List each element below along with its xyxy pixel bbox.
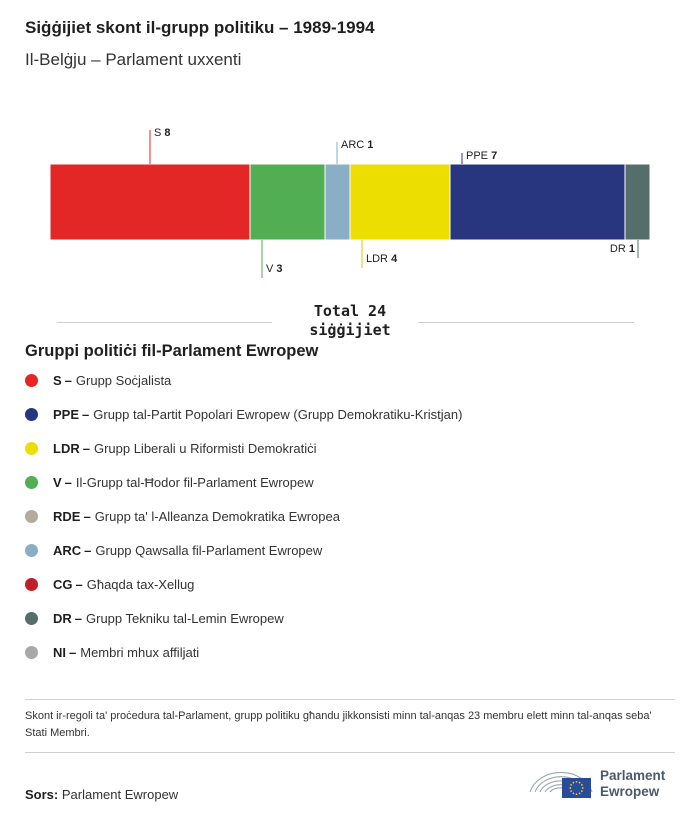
legend-name: Il-Grupp tal-Ħodor fil-Parlament Ewropew [75,474,314,490]
legend-item-s: S – Grupp Soċjalista [25,370,171,390]
star-icon [570,790,572,792]
legend-separator: – [69,644,77,660]
legend-item-cg: CG – Għaqda tax-Xellug [25,574,194,594]
legend-abbr: ARC [53,542,82,558]
source-label: Sors: [25,787,59,802]
legend-abbr: RDE [53,508,81,524]
legend-name: Grupp ta' l-Alleanza Demokratika Ewropea [94,508,340,524]
legend-item-ppe: PPE – Grupp tal-Partit Popolari Ewropew (G… [25,404,462,424]
legend-item-dr: DR – Grupp Tekniku tal-Lemin Ewropew [25,608,284,628]
source: Sors: Parlament Ewropew [25,787,178,802]
total-divider-left [57,322,272,323]
legend-swatch-cg [25,577,38,591]
data-label-arc: ARC 1 [341,139,373,151]
legend-separator: – [64,474,72,490]
data-label-ldr: LDR 4 [366,253,398,265]
star-icon [581,784,583,786]
legend-swatch-arc [25,543,38,557]
star-icon [578,781,581,784]
data-label-v: V 3 [266,263,283,275]
stacked-bar-chart: S 8 V 3 ARC 1 LDR 4 PPE 7 DR 1 [49,127,651,278]
legend-swatch-rde [25,509,38,523]
bar-segment-ldr [349,163,451,241]
legend-abbr: DR [53,610,72,626]
legend-item-arc: ARC – Grupp Qawsalla fil-Parlament Ewropew [25,540,322,560]
star-icon [575,780,578,783]
legend-abbr: S [53,372,62,388]
legend-item-ni: NI – Membri mhux affiljati [25,642,199,662]
star-icon [578,792,581,795]
legend-swatch-ldr [25,441,38,455]
total-seats-count: Total 24 [313,302,387,320]
legend-separator: – [82,406,90,422]
legend-separator: – [74,610,83,626]
bar-segment-v [249,163,326,241]
legend-name: Għaqda tax-Xellug [86,576,195,592]
legend-separator: – [83,508,91,524]
legend-swatch-ni [25,645,38,659]
star-icon [581,790,583,792]
legend-swatch-v [25,475,38,489]
legend-abbr: NI [53,644,66,660]
star-icon [570,784,572,786]
star-icon [572,792,575,795]
bar-segment-arc [324,163,351,241]
divider [25,752,675,753]
eu-flag-icon [562,778,591,798]
total-seats-unit: siġġijiet [309,321,391,339]
bar-segment-ppe [449,163,626,241]
legend-name: Membri mhux affiljati [80,644,200,660]
star-icon [569,787,572,789]
logo-line-2: Ewropew [600,784,660,799]
legend-title: Gruppi politiċi fil-Parlament Ewropew [25,342,319,360]
chart-subtitle: Il-Belġju – Parlament uxxenti [25,50,242,69]
logo-text: Parlament Ewropew [600,768,665,800]
legend-separator: – [64,372,72,388]
legend-swatch-dr [25,611,38,625]
data-label-ppe: PPE 7 [466,150,497,162]
legend-abbr: V [53,474,62,490]
european-parliament-logo [529,771,593,798]
logo-line-1: Parlament [600,768,666,783]
legend-separator: – [75,576,83,592]
divider [25,699,675,700]
legend-item-ldr: LDR – Grupp Liberali u Riformisti Demokrat… [25,438,316,458]
source-text: Parlament Ewropew [61,787,179,802]
legend-name: Grupp Tekniku tal-Lemin Ewropew [86,610,284,626]
data-label-s: S 8 [154,127,171,139]
legend-name: Grupp Soċjalista [75,372,172,388]
star-icon [572,781,575,784]
legend-name: Grupp Liberali u Riformisti Demokratiċi [93,440,317,456]
legend-separator: – [84,542,92,558]
bar-segment-s [49,163,251,241]
legend-name: Grupp tal-Partit Popolari Ewropew (Grupp… [93,406,463,422]
legend-abbr: CG [53,576,73,592]
total-divider-right [418,322,634,323]
bar-segment-dr [624,163,651,241]
legend-item-rde: RDE – Grupp ta' l-Alleanza Demokratika Ewr… [25,506,340,526]
legend-abbr: PPE [53,406,80,422]
chart-title: Siġġijiet skont il-grupp politiku – 1989… [25,18,375,37]
legend-swatch-ppe [25,407,38,421]
legend-item-v: V – Il-Grupp tal-Ħodor fil-Parlament Ewrop… [25,472,314,492]
total-seats-label: Total 24 siġġijiet [272,302,428,340]
legend-separator: – [82,440,90,456]
footnote: Skont ir-regoli ta' proċedura tal-Parlam… [25,710,652,739]
star-icon [581,787,584,789]
legend-abbr: LDR [53,440,80,456]
eu-stars-icon [569,780,584,796]
legend-swatch-s [25,373,38,387]
data-label-dr: DR 1 [610,243,635,255]
legend-name: Grupp Qawsalla fil-Parlament Ewropew [95,542,323,558]
star-icon [575,793,578,796]
